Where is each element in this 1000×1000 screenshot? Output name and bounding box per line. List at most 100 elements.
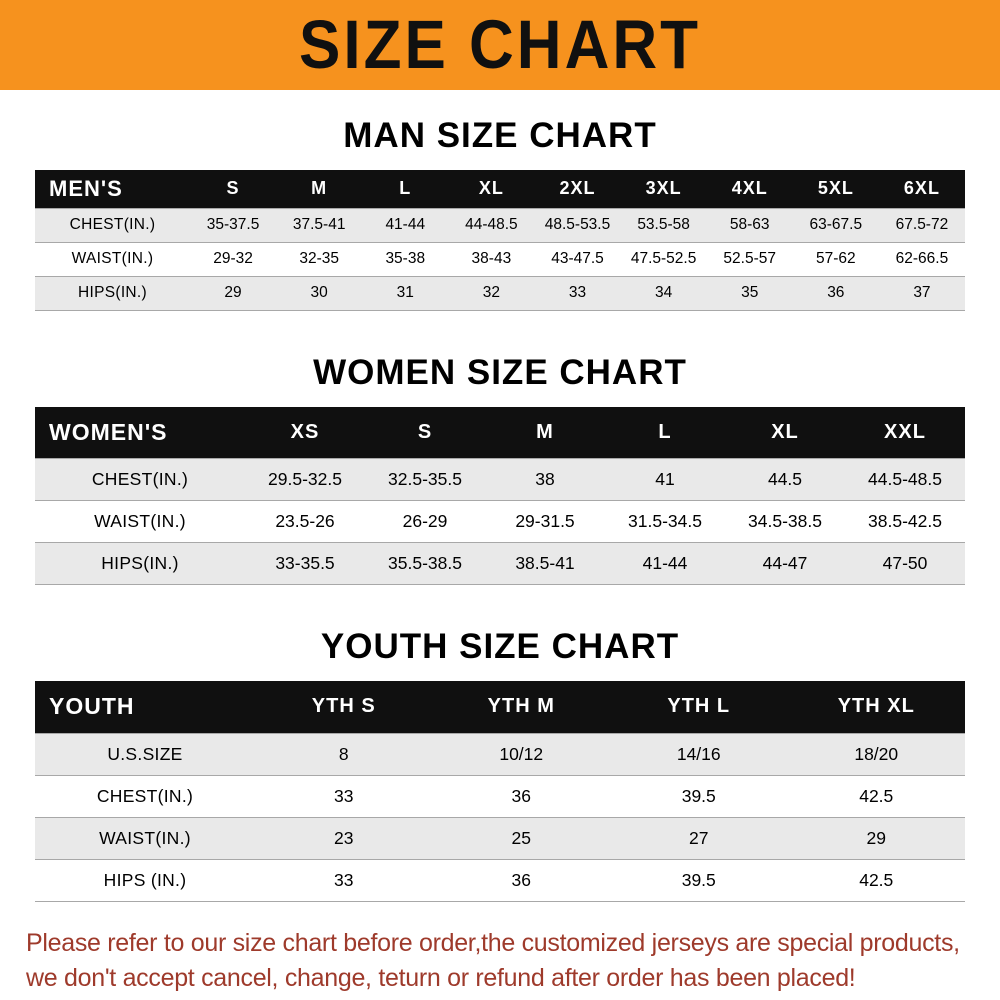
size-cell: 33-35.5 (245, 542, 365, 585)
size-cell: 42.5 (787, 859, 965, 902)
row-label: WAIST(IN.) (35, 242, 190, 277)
size-cell: 58-63 (706, 207, 793, 243)
size-column-header: L (362, 170, 449, 208)
size-cell: 47.5-52.5 (620, 242, 707, 277)
women-section-heading: WOMEN SIZE CHART (313, 352, 687, 392)
size-cell: 43-47.5 (534, 242, 621, 277)
size-cell: 31 (362, 276, 449, 311)
size-column-header: S (365, 406, 485, 459)
size-column-header: 2XL (534, 170, 621, 208)
size-column-header: YTH XL (787, 681, 965, 733)
youth-waist-row: WAIST(IN.) 23 25 27 29 (35, 817, 965, 860)
size-cell: 53.5-58 (620, 207, 707, 243)
size-cell: 44-48.5 (448, 207, 535, 243)
size-column-header: L (605, 406, 725, 459)
size-cell: 41-44 (605, 542, 725, 585)
size-column-header: YTH M (432, 681, 610, 733)
size-cell: 44.5 (725, 458, 845, 501)
size-cell: 29 (190, 276, 277, 311)
size-column-header: XXL (845, 406, 965, 459)
size-column-header: 5XL (792, 170, 879, 208)
men-hips-row: HIPS(IN.) 29 30 31 32 33 34 35 36 37 (35, 276, 965, 311)
size-cell: 38.5-41 (485, 542, 605, 585)
size-cell: 32-35 (276, 242, 363, 277)
size-cell: 39.5 (610, 859, 788, 902)
size-cell: 23.5-26 (245, 500, 365, 543)
footer-note: Please refer to our size chart before or… (26, 926, 974, 996)
banner: SIZE CHART (0, 0, 1000, 90)
women-table-corner-label: WOMEN'S (35, 406, 245, 459)
size-cell: 67.5-72 (878, 207, 965, 243)
men-header-row: MEN'S S M L XL 2XL 3XL 4XL 5XL 6XL (35, 170, 965, 208)
row-label: CHEST(IN.) (35, 207, 190, 243)
size-cell: 41 (605, 458, 725, 501)
size-cell: 29-31.5 (485, 500, 605, 543)
size-column-header: M (276, 170, 363, 208)
banner-title: SIZE CHART (299, 7, 701, 83)
size-cell: 33 (534, 276, 621, 311)
size-cell: 29.5-32.5 (245, 458, 365, 501)
size-column-header: M (485, 406, 605, 459)
size-cell: 35-37.5 (190, 207, 277, 243)
size-cell: 30 (276, 276, 363, 311)
size-cell: 35-38 (362, 242, 449, 277)
women-header-row: WOMEN'S XS S M L XL XXL (35, 406, 965, 459)
size-cell: 47-50 (845, 542, 965, 585)
size-cell: 52.5-57 (706, 242, 793, 277)
youth-hips-row: HIPS (IN.) 33 36 39.5 42.5 (35, 859, 965, 902)
size-cell: 33 (255, 859, 433, 902)
men-table-corner-label: MEN'S (35, 170, 190, 208)
size-cell: 29-32 (190, 242, 277, 277)
size-cell: 44-47 (725, 542, 845, 585)
size-cell: 39.5 (610, 775, 788, 818)
youth-header-row: YOUTH YTH S YTH M YTH L YTH XL (35, 681, 965, 733)
footer-note-line-2: we don't accept cancel, change, teturn o… (26, 963, 856, 992)
size-cell: 14/16 (610, 732, 788, 776)
row-label: HIPS(IN.) (35, 542, 245, 585)
size-column-header: S (190, 170, 277, 208)
size-cell: 36 (432, 775, 610, 818)
youth-table-corner-label: YOUTH (35, 681, 255, 733)
size-cell: 35 (706, 276, 793, 311)
size-cell: 23 (255, 817, 433, 860)
size-cell: 10/12 (432, 732, 610, 776)
size-cell: 37 (878, 276, 965, 311)
youth-section-heading: YOUTH SIZE CHART (320, 627, 680, 666)
size-column-header: 4XL (706, 170, 793, 208)
footer-note-line-1: Please refer to our size chart before or… (26, 928, 960, 957)
size-cell: 63-67.5 (792, 207, 879, 243)
size-cell: 29 (787, 817, 965, 860)
size-cell: 18/20 (787, 732, 965, 776)
size-cell: 62-66.5 (878, 242, 965, 277)
size-cell: 8 (255, 732, 433, 776)
size-cell: 36 (792, 276, 879, 311)
size-cell: 33 (255, 775, 433, 818)
men-chest-row: CHEST(IN.) 35-37.5 37.5-41 41-44 44-48.5… (35, 207, 965, 243)
size-cell: 38-43 (448, 242, 535, 277)
size-cell: 42.5 (787, 775, 965, 818)
row-label: U.S.SIZE (35, 732, 255, 776)
size-cell: 35.5-38.5 (365, 542, 485, 585)
size-cell: 57-62 (792, 242, 879, 277)
youth-size-table: YOUTH YTH S YTH M YTH L YTH XL U.S.SIZE … (35, 681, 965, 902)
size-cell: 26-29 (365, 500, 485, 543)
size-cell: 44.5-48.5 (845, 458, 965, 501)
size-cell: 32 (448, 276, 535, 311)
size-column-header: XL (448, 170, 535, 208)
row-label: WAIST(IN.) (35, 500, 245, 543)
women-waist-row: WAIST(IN.) 23.5-26 26-29 29-31.5 31.5-34… (35, 500, 965, 543)
women-chest-row: CHEST(IN.) 29.5-32.5 32.5-35.5 38 41 44.… (35, 458, 965, 501)
size-cell: 25 (432, 817, 610, 860)
row-label: WAIST(IN.) (35, 817, 255, 860)
youth-ussize-row: U.S.SIZE 8 10/12 14/16 18/20 (35, 732, 965, 776)
size-column-header: 3XL (620, 170, 707, 208)
size-cell: 27 (610, 817, 788, 860)
women-hips-row: HIPS(IN.) 33-35.5 35.5-38.5 38.5-41 41-4… (35, 542, 965, 585)
size-cell: 37.5-41 (276, 207, 363, 243)
size-cell: 48.5-53.5 (534, 207, 621, 243)
row-label: CHEST(IN.) (35, 775, 255, 818)
size-cell: 36 (432, 859, 610, 902)
size-cell: 34.5-38.5 (725, 500, 845, 543)
size-column-header: YTH L (610, 681, 788, 733)
